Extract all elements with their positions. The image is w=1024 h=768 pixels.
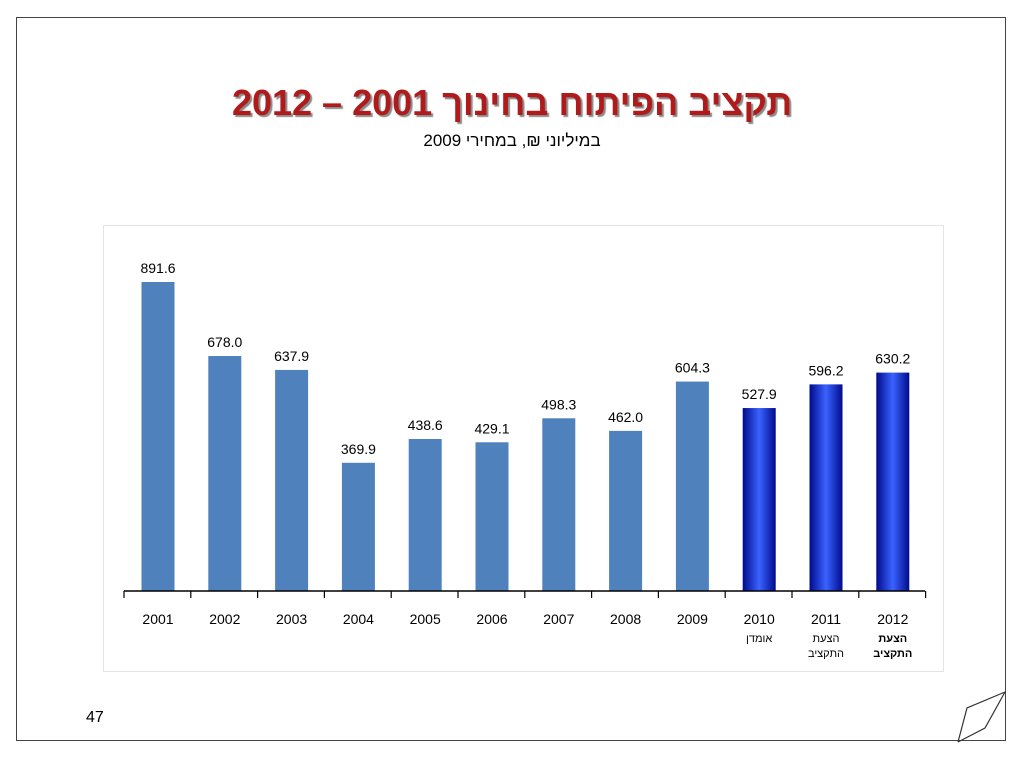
bar-2004 — [341, 462, 375, 591]
page-curl-icon — [957, 691, 1006, 743]
data-label-2002: 678.0 — [207, 334, 242, 350]
bar-2006 — [475, 442, 509, 591]
category-note-2011: התקציב — [808, 648, 844, 660]
x-tick-label-2010: 2010 — [744, 611, 775, 627]
data-label-2009: 604.3 — [675, 360, 710, 376]
x-tick-label-2008: 2008 — [610, 611, 641, 627]
data-label-2012: 630.2 — [875, 351, 910, 367]
data-label-2006: 429.1 — [474, 420, 509, 436]
bar-2010 — [742, 408, 776, 591]
bar-2011 — [809, 384, 843, 591]
bar-2009 — [675, 381, 709, 591]
x-tick-label-2007: 2007 — [543, 611, 574, 627]
x-tick-label-2005: 2005 — [410, 611, 441, 627]
x-tick-label-2004: 2004 — [343, 611, 374, 627]
data-label-2003: 637.9 — [274, 348, 309, 364]
x-tick-label-2011: 2011 — [811, 611, 841, 627]
data-label-2004: 369.9 — [341, 441, 376, 457]
bars-layer — [141, 282, 910, 591]
bar-2008 — [609, 430, 643, 591]
x-tick-label-2009: 2009 — [677, 611, 708, 627]
data-label-2007: 498.3 — [541, 396, 576, 412]
bar-2007 — [542, 418, 576, 591]
x-tick-label-2006: 2006 — [476, 611, 507, 627]
x-tick-label-2002: 2002 — [209, 611, 240, 627]
category-note-2010: אומדן — [746, 633, 772, 645]
chart-subtitle: במיליוני ₪, במחירי 2009 — [423, 131, 601, 150]
labels-layer: 891.6 678.0 637.9 369.9 438.6 429.1 498.3 462.0… — [140, 260, 910, 457]
x-tick-label-2001: 2001 — [142, 611, 173, 627]
bar-2003 — [275, 369, 309, 591]
plot-area — [103, 225, 944, 672]
data-label-2011: 596.2 — [808, 362, 843, 378]
page-number: 47 — [86, 709, 104, 726]
category-note-2012: התקציב — [873, 648, 912, 660]
x-axis: 2001 2002 2003 2004 2005 2006 2007 2008 2009 2010… — [123, 590, 927, 660]
data-label-2001: 891.6 — [140, 260, 175, 276]
x-tick-label-2003: 2003 — [276, 611, 307, 627]
bar-2012 — [876, 372, 910, 591]
data-label-2008: 462.0 — [608, 409, 643, 425]
bar-2001 — [141, 282, 175, 591]
data-label-2005: 438.6 — [408, 417, 443, 433]
data-label-2010: 527.9 — [742, 386, 777, 402]
chart-title: תקציב הפיתוח בחינוך 2001 – 2012 — [231, 82, 793, 123]
x-tick-label-2012: 2012 — [877, 611, 908, 627]
category-note-2012: הצעת — [878, 633, 907, 645]
bar-2002 — [208, 356, 242, 591]
category-note-2011: הצעת — [813, 633, 840, 645]
bar-2005 — [408, 438, 442, 591]
